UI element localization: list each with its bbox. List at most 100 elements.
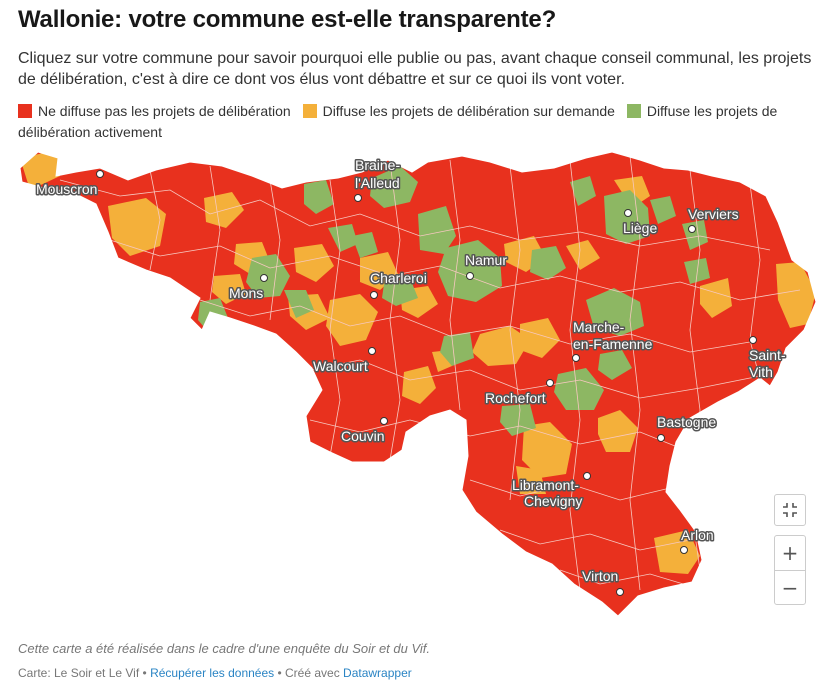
commune-green[interactable] [530, 246, 566, 280]
wallonia-map[interactable]: Mouscron Braine- l'Alleud Liège Verviers… [0, 140, 838, 630]
commune-green[interactable] [352, 232, 378, 258]
commune-green[interactable] [370, 166, 418, 208]
city-marker-verviers[interactable]: Verviers [687, 205, 740, 233]
city-label: Bastogne [657, 414, 716, 430]
city-label: en-Famenne [573, 336, 653, 352]
city-label: Saint- [749, 347, 786, 363]
zoom-out-button[interactable]: − [781, 576, 799, 600]
commune-orange[interactable] [326, 294, 378, 346]
city-dot[interactable] [749, 336, 757, 344]
city-label: Vith [749, 364, 773, 380]
city-dot[interactable] [680, 546, 688, 554]
zoom-in-button[interactable]: + [775, 536, 805, 571]
legend: Ne diffuse pas les projets de délibérati… [18, 101, 818, 143]
city-label: Verviers [688, 206, 739, 222]
city-marker-marche-en-famenne[interactable]: Marche- en-Famenne [572, 318, 654, 362]
zoom-controls: + − [774, 535, 806, 605]
city-label: Libramont- [512, 477, 579, 493]
commune-green[interactable] [382, 278, 418, 306]
city-label: Charleroi [370, 270, 427, 286]
commune-green[interactable] [598, 350, 632, 380]
city-dot[interactable] [354, 194, 362, 202]
commune-green[interactable] [304, 180, 334, 214]
commune-orange[interactable] [402, 366, 436, 404]
city-dot[interactable] [380, 417, 388, 425]
city-label: Mons [229, 285, 263, 301]
legend-swatch-green [626, 104, 641, 118]
city-marker-mouscron[interactable]: Mouscron [35, 170, 104, 199]
commune-green[interactable] [650, 196, 676, 224]
commune-orange[interactable] [776, 262, 816, 328]
city-label: Couvin [341, 428, 385, 444]
city-dot[interactable] [583, 472, 591, 480]
city-label: Chevigny [524, 493, 582, 509]
footer-credit: Carte: Le Soir et Le Vif [18, 666, 140, 680]
commune-green[interactable] [440, 332, 474, 366]
city-label: l'Alleud [355, 175, 400, 191]
city-markers: Mouscron Braine- l'Alleud Liège Verviers… [35, 156, 787, 596]
city-marker-saint-vith[interactable]: Saint- Vith [748, 336, 787, 382]
legend-swatch-orange [302, 104, 317, 118]
commune-orange[interactable] [654, 530, 700, 574]
city-marker-liege[interactable]: Liège [622, 209, 659, 238]
city-marker-bastogne[interactable]: Bastogne [656, 413, 718, 442]
zoom-fit-button[interactable] [774, 494, 806, 526]
city-marker-mons[interactable]: Mons [228, 274, 268, 303]
city-marker-charleroi[interactable]: Charleroi [369, 269, 428, 299]
city-label: Namur [465, 252, 507, 268]
legend-item-red: Ne diffuse pas les projets de délibérati… [18, 103, 291, 119]
city-label: Virton [582, 568, 618, 584]
city-marker-rochefort[interactable]: Rochefort [484, 379, 554, 408]
city-dot[interactable] [546, 379, 554, 387]
city-marker-virton[interactable]: Virton [581, 567, 624, 596]
commune-orange[interactable] [516, 466, 546, 494]
commune-orange[interactable] [294, 244, 334, 282]
map-note: Cette carte a été réalisée dans le cadre… [18, 641, 431, 656]
commune-green[interactable] [328, 224, 358, 252]
city-marker-namur[interactable]: Namur [464, 251, 509, 280]
legend-label: Diffuse les projets de délibération acti… [18, 103, 778, 140]
commune-layer[interactable] [20, 150, 816, 574]
city-label: Braine- [355, 157, 400, 173]
commune-green[interactable] [554, 368, 604, 410]
commune-green[interactable] [284, 290, 314, 318]
commune-orange[interactable] [472, 326, 530, 366]
legend-item-orange: Diffuse les projets de délibération sur … [302, 103, 615, 119]
map-title: Wallonie: votre commune est-elle transpa… [18, 6, 557, 33]
city-dot[interactable] [657, 434, 665, 442]
city-dot[interactable] [96, 170, 104, 178]
city-marker-couvin[interactable]: Couvin [340, 417, 388, 446]
city-marker-libramont-chevigny[interactable]: Libramont- Chevigny [511, 472, 591, 511]
commune-orange[interactable] [108, 198, 166, 256]
city-label: Arlon [681, 527, 714, 543]
commune-green[interactable] [570, 176, 596, 206]
commune-green[interactable] [586, 288, 644, 336]
city-dot[interactable] [616, 588, 624, 596]
city-label: Rochefort [485, 390, 546, 406]
city-dot[interactable] [368, 347, 376, 355]
city-dot[interactable] [688, 225, 696, 233]
download-data-link[interactable]: Récupérer les données [150, 666, 275, 680]
commune-orange[interactable] [522, 422, 572, 478]
fullscreen-icon [783, 503, 797, 517]
city-marker-braine-l-alleud[interactable]: Braine- l'Alleud [354, 156, 402, 202]
commune-orange[interactable] [566, 240, 600, 270]
city-dot[interactable] [572, 354, 580, 362]
city-dot[interactable] [624, 209, 632, 217]
commune-green[interactable] [418, 206, 456, 254]
commune-orange[interactable] [212, 274, 246, 304]
city-marker-arlon[interactable]: Arlon [680, 526, 715, 554]
commune-orange[interactable] [700, 278, 732, 318]
city-dot[interactable] [466, 272, 474, 280]
city-dot[interactable] [260, 274, 268, 282]
footer: Carte: Le Soir et Le Vif • Récupérer les… [18, 666, 412, 680]
datawrapper-link[interactable]: Datawrapper [343, 666, 412, 680]
commune-orange[interactable] [598, 410, 638, 452]
commune-green[interactable] [246, 254, 290, 298]
city-label: Liège [623, 220, 657, 236]
commune-orange[interactable] [520, 318, 560, 358]
commune-orange[interactable] [20, 150, 60, 190]
city-marker-walcourt[interactable]: Walcourt [312, 347, 376, 376]
city-dot[interactable] [370, 291, 378, 299]
commune-orange[interactable] [360, 252, 398, 290]
